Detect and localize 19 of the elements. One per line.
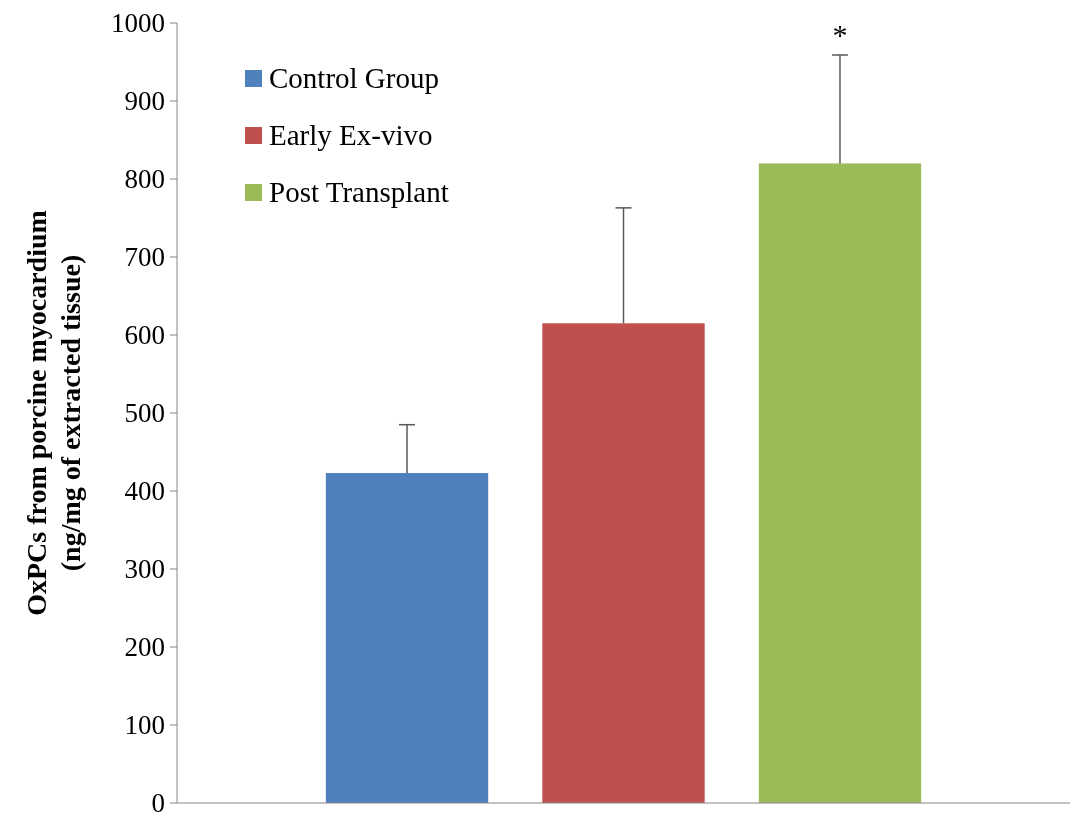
y-tick-label: 300 <box>124 554 165 585</box>
y-tick-label: 1000 <box>111 8 165 39</box>
y-tick-label: 600 <box>124 320 165 351</box>
y-tick-label: 700 <box>124 242 165 273</box>
bar <box>325 473 489 803</box>
y-axis-title: OxPCs from porcine myocardium (ng/mg of extracted tissue) <box>21 210 86 616</box>
annotation: * <box>832 17 848 51</box>
legend-label: Early Ex-vivo <box>269 119 433 152</box>
y-tick-label: 0 <box>151 788 165 819</box>
y-tick-label: 200 <box>124 632 165 663</box>
y-tick-label: 900 <box>124 86 165 117</box>
y-tick-label: 400 <box>124 476 165 507</box>
y-tick-label: 500 <box>124 398 165 429</box>
bar <box>542 323 705 803</box>
legend-label: Post Transplant <box>269 176 449 209</box>
y-tick-label: 100 <box>124 710 165 741</box>
bar <box>758 163 922 803</box>
legend-label: Control Group <box>269 62 439 95</box>
y-tick-label: 800 <box>124 164 165 195</box>
